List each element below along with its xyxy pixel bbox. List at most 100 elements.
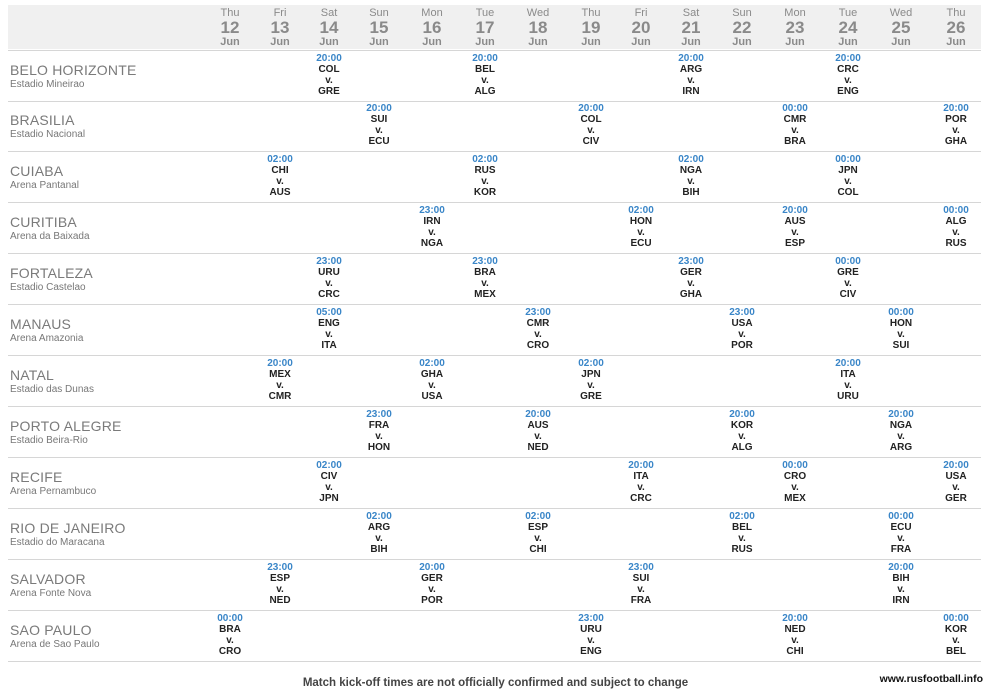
kickoff-time: 02:00 <box>525 511 551 522</box>
day-number: 16 <box>422 18 442 37</box>
versus-label: v. <box>325 75 333 86</box>
day-number: 23 <box>785 18 805 37</box>
versus-label: v. <box>687 278 695 289</box>
versus-label: v. <box>428 584 436 595</box>
away-team: BIH <box>682 187 700 198</box>
match-cell[interactable]: 20:00 MEX v. CMR <box>255 358 305 402</box>
match-cell[interactable]: 20:00 AUS v. ESP <box>770 205 820 249</box>
match-cell[interactable]: 02:00 RUS v. KOR <box>460 154 510 198</box>
home-team: BRA <box>474 267 496 278</box>
match-cell[interactable]: 20:00 BEL v. ALG <box>460 53 510 97</box>
city-name: SAO PAULO <box>10 622 92 638</box>
match-cell[interactable]: 23:00 FRA v. HON <box>354 409 404 453</box>
versus-label: v. <box>844 380 852 391</box>
match-cell[interactable]: 00:00 HON v. SUI <box>876 307 926 351</box>
kickoff-time: 23:00 <box>267 562 293 573</box>
venue-row: RECIFE Arena Pernambuco 02:00 CIV v. JPN 20:00… <box>8 458 981 509</box>
date-column-15: Sun 15 Jun <box>355 5 403 49</box>
match-cell[interactable]: 00:00 CMR v. BRA <box>770 103 820 147</box>
kickoff-time: 00:00 <box>782 460 808 471</box>
kickoff-time: 02:00 <box>678 154 704 165</box>
city-name: BRASILIA <box>10 112 75 128</box>
match-cell[interactable]: 05:00 ENG v. ITA <box>304 307 354 351</box>
home-team: USA <box>945 471 967 482</box>
match-cell[interactable]: 23:00 URU v. CRC <box>304 256 354 300</box>
match-cell[interactable]: 23:00 ESP v. NED <box>255 562 305 606</box>
match-cell[interactable]: 23:00 USA v. POR <box>717 307 767 351</box>
match-cell[interactable]: 00:00 KOR v. BEL <box>931 613 981 657</box>
match-cell[interactable]: 20:00 NGA v. ARG <box>876 409 926 453</box>
match-cell[interactable]: 02:00 ESP v. CHI <box>513 511 563 555</box>
away-team: CRO <box>526 340 550 351</box>
match-cell[interactable]: 23:00 IRN v. NGA <box>407 205 457 249</box>
match-cell[interactable]: 02:00 CIV v. JPN <box>304 460 354 504</box>
stadium-name: Arena da Baixada <box>10 231 90 242</box>
home-team: HON <box>629 216 653 227</box>
match-cell[interactable]: 20:00 SUI v. ECU <box>354 103 404 147</box>
city-name: RIO DE JANEIRO <box>10 520 126 536</box>
match-cell[interactable]: 20:00 COL v. GRE <box>304 53 354 97</box>
match-cell[interactable]: 20:00 AUS v. NED <box>513 409 563 453</box>
home-team: SUI <box>370 114 388 125</box>
match-cell[interactable]: 02:00 HON v. ECU <box>616 205 666 249</box>
kickoff-time: 23:00 <box>472 256 498 267</box>
match-cell[interactable]: 20:00 BIH v. IRN <box>876 562 926 606</box>
match-cell[interactable]: 00:00 CRO v. MEX <box>770 460 820 504</box>
away-team: KOR <box>473 187 497 198</box>
versus-label: v. <box>637 227 645 238</box>
away-team: USA <box>421 391 443 402</box>
match-cell[interactable]: 20:00 COL v. CIV <box>566 103 616 147</box>
home-team: FRA <box>368 420 390 431</box>
versus-label: v. <box>276 176 284 187</box>
match-cell[interactable]: 20:00 NED v. CHI <box>770 613 820 657</box>
match-cell[interactable]: 23:00 CMR v. CRO <box>513 307 563 351</box>
match-cell[interactable]: 23:00 SUI v. FRA <box>616 562 666 606</box>
match-cell[interactable]: 02:00 NGA v. BIH <box>666 154 716 198</box>
versus-label: v. <box>897 533 905 544</box>
match-cell[interactable]: 00:00 ALG v. RUS <box>931 205 981 249</box>
day-number: 14 <box>319 18 339 37</box>
versus-label: v. <box>687 176 695 187</box>
match-cell[interactable]: 02:00 CHI v. AUS <box>255 154 305 198</box>
versus-label: v. <box>375 533 383 544</box>
home-team: AUS <box>527 420 549 431</box>
match-cell[interactable]: 02:00 GHA v. USA <box>407 358 457 402</box>
match-cell[interactable]: 20:00 CRC v. ENG <box>823 53 873 97</box>
kickoff-time: 23:00 <box>525 307 551 318</box>
match-cell[interactable]: 20:00 ITA v. CRC <box>616 460 666 504</box>
kickoff-time: 23:00 <box>366 409 392 420</box>
date-column-26: Thu 26 Jun <box>932 5 980 49</box>
match-cell[interactable]: 00:00 JPN v. COL <box>823 154 873 198</box>
away-team: RUS <box>731 544 753 555</box>
watermark[interactable]: www.rusfootball.info <box>879 673 983 685</box>
match-cell[interactable]: 20:00 ARG v. IRN <box>666 53 716 97</box>
match-cell[interactable]: 20:00 KOR v. ALG <box>717 409 767 453</box>
venue-row: SAO PAULO Arena de Sao Paulo 00:00 BRA v. CRO… <box>8 611 981 662</box>
home-team: ARG <box>367 522 391 533</box>
stadium-name: Estadio Nacional <box>10 129 86 140</box>
match-cell[interactable]: 00:00 GRE v. CIV <box>823 256 873 300</box>
versus-label: v. <box>637 584 645 595</box>
month-label: Jun <box>891 36 911 48</box>
away-team: ARG <box>889 442 913 453</box>
match-cell[interactable]: 23:00 BRA v. MEX <box>460 256 510 300</box>
match-cell[interactable]: 20:00 GER v. POR <box>407 562 457 606</box>
kickoff-time: 02:00 <box>578 358 604 369</box>
stadium-name: Arena Pernambuco <box>10 486 97 497</box>
kickoff-time: 00:00 <box>217 613 243 624</box>
match-cell[interactable]: 02:00 BEL v. RUS <box>717 511 767 555</box>
match-cell[interactable]: 23:00 URU v. ENG <box>566 613 616 657</box>
match-cell[interactable]: 02:00 ARG v. BIH <box>354 511 404 555</box>
match-cell[interactable]: 00:00 ECU v. FRA <box>876 511 926 555</box>
match-cell[interactable]: 02:00 JPN v. GRE <box>566 358 616 402</box>
match-cell[interactable]: 20:00 POR v. GHA <box>931 103 981 147</box>
match-cell[interactable]: 23:00 GER v. GHA <box>666 256 716 300</box>
home-team: GER <box>421 573 443 584</box>
month-label: Jun <box>220 36 240 48</box>
match-cell[interactable]: 20:00 USA v. GER <box>931 460 981 504</box>
versus-label: v. <box>276 380 284 391</box>
home-team: CMR <box>526 318 550 329</box>
match-cell[interactable]: 20:00 ITA v. URU <box>823 358 873 402</box>
match-cell[interactable]: 00:00 BRA v. CRO <box>205 613 255 657</box>
away-team: NED <box>269 595 291 606</box>
